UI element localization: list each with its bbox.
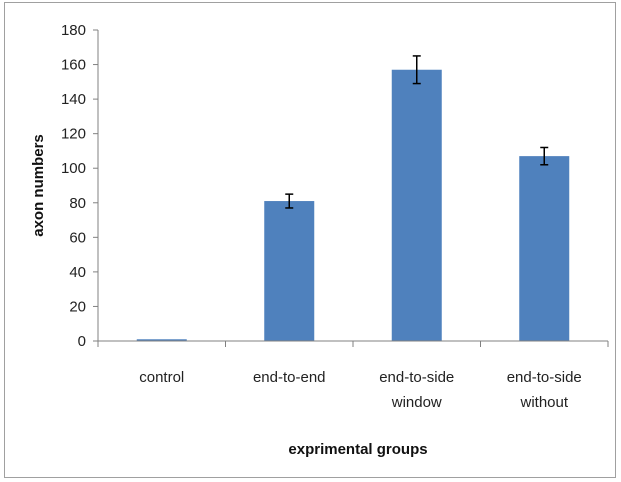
y-tick-label: 20 <box>69 298 86 315</box>
x-axis-categories: control end-to-end end-to-side window end-to… <box>97 341 609 411</box>
y-tick-label: 60 <box>69 229 86 246</box>
error-bar <box>285 193 294 209</box>
y-tick-label: 140 <box>61 91 86 108</box>
y-tick-label: 160 <box>61 57 86 74</box>
bar <box>264 201 315 341</box>
x-axis-title: exprimental groups <box>288 441 427 458</box>
x-category-label: control <box>139 369 184 386</box>
bar <box>391 69 442 341</box>
y-tick-label: 80 <box>69 195 86 212</box>
bar <box>136 339 187 341</box>
y-axis-title: axon numbers <box>30 134 47 237</box>
error-bars <box>285 55 549 209</box>
y-tick-label: 180 <box>61 22 86 39</box>
error-bar <box>540 146 549 166</box>
y-axis-ticks: 0 20 40 60 80 100 120 140 160 180 <box>61 22 98 350</box>
bars <box>136 69 570 341</box>
x-category-label: end-to-side window <box>379 369 454 411</box>
y-tick-label: 120 <box>61 126 86 143</box>
y-tick-label: 100 <box>61 160 86 177</box>
x-category-label: end-to-end <box>253 369 326 386</box>
x-category-label: end-to-side without <box>507 369 582 411</box>
error-bar <box>412 55 421 85</box>
bar <box>519 156 570 341</box>
y-tick-label: 0 <box>78 333 86 350</box>
y-tick-label: 40 <box>69 264 86 281</box>
